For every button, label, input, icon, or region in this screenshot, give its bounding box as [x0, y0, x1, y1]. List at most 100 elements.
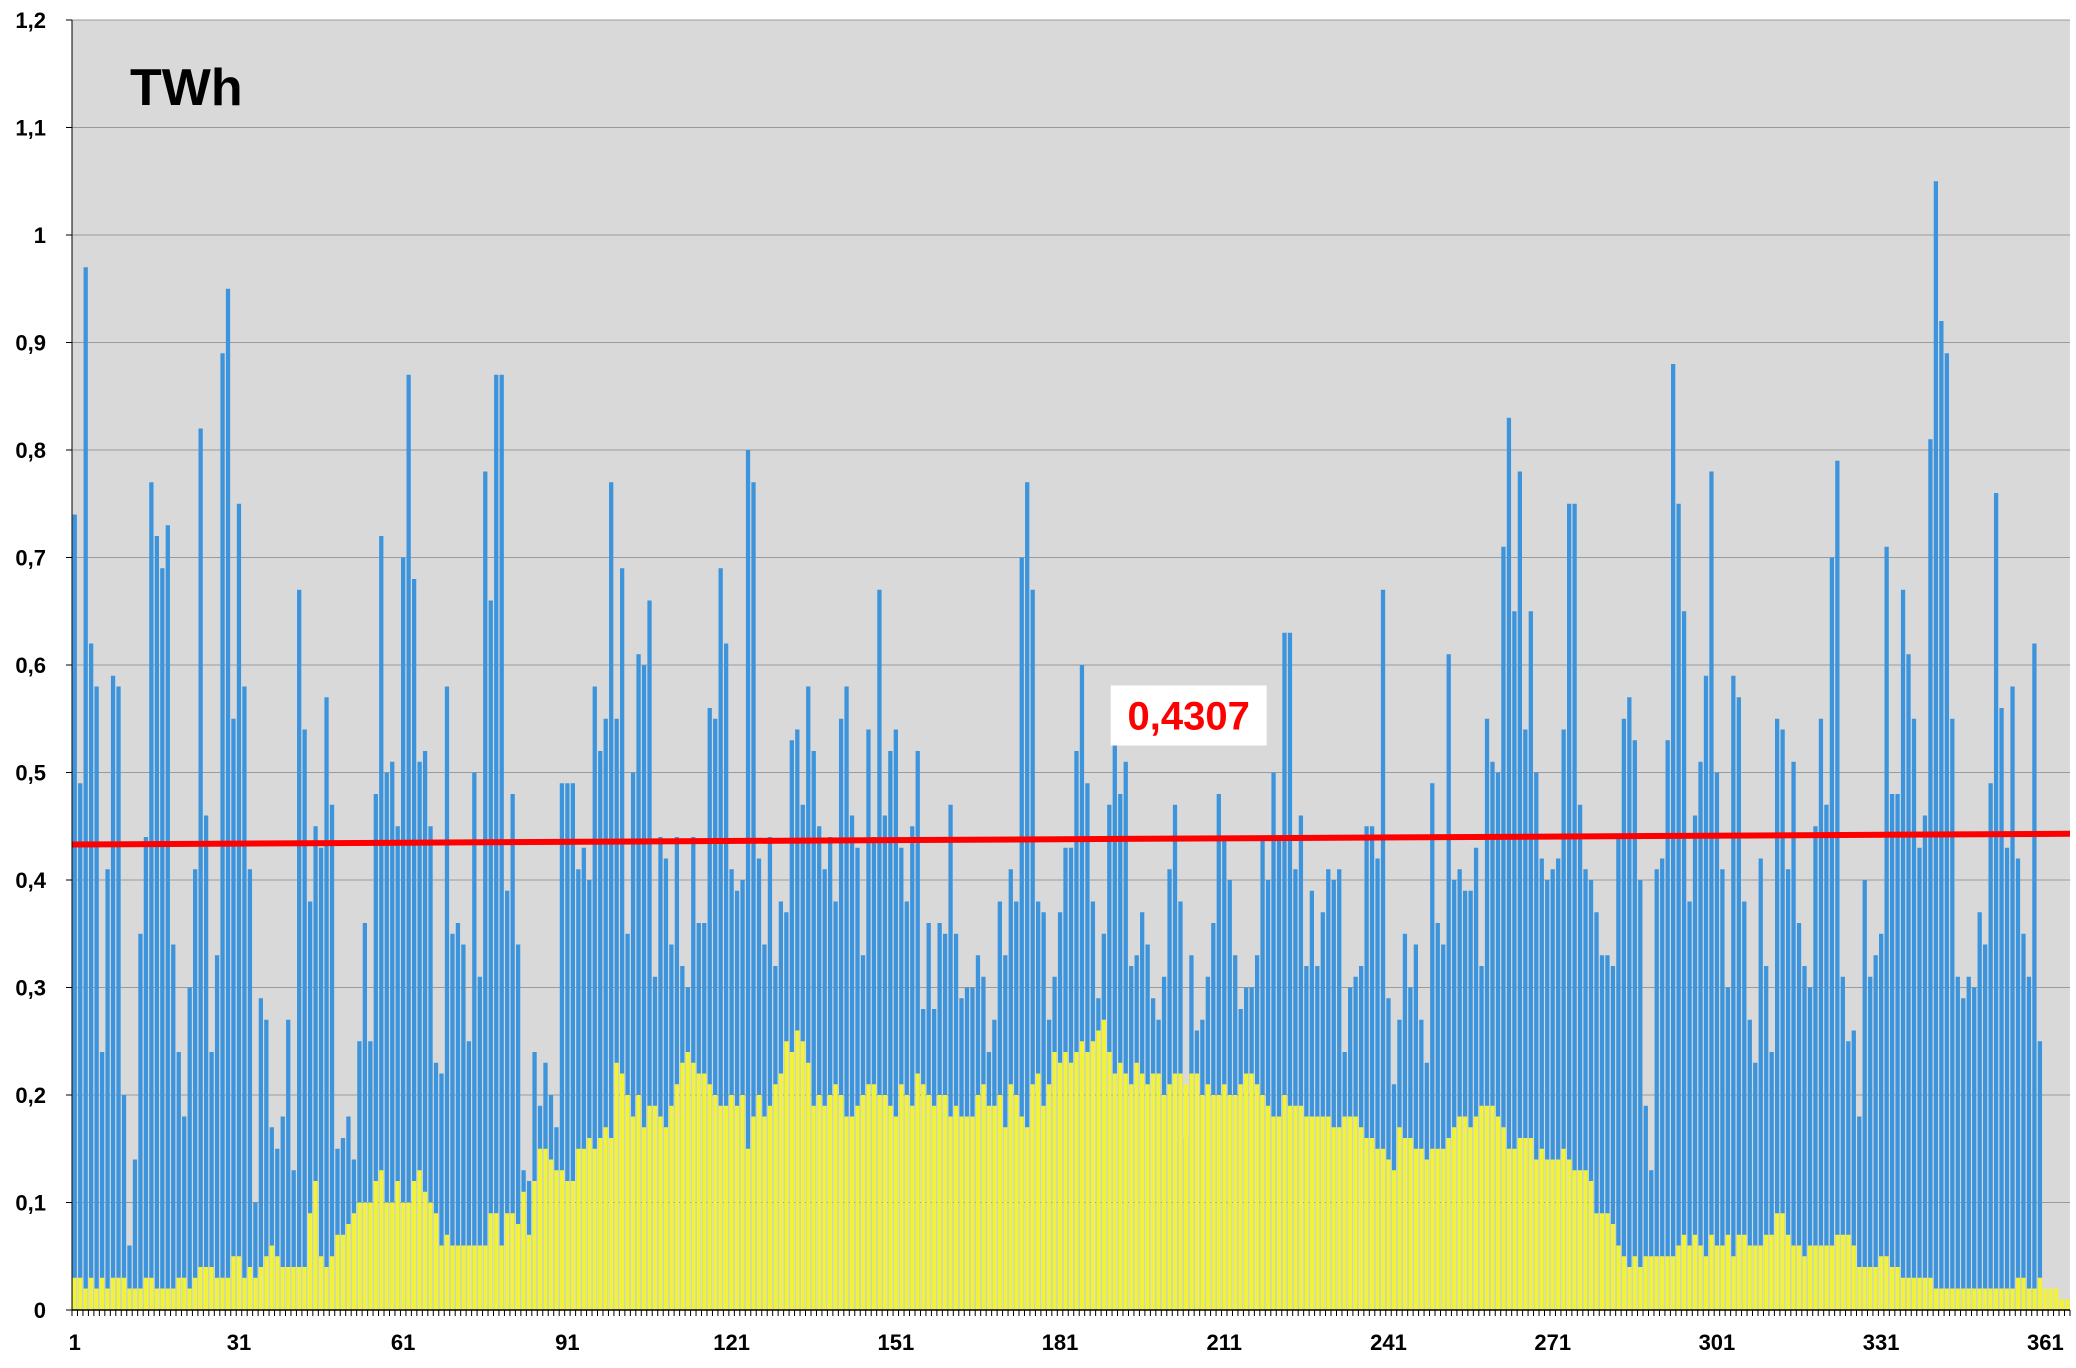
solar-bar — [1753, 1245, 1758, 1310]
solar-bar — [1599, 1213, 1605, 1310]
solar-bar — [1090, 1041, 1096, 1310]
total-bar — [302, 729, 307, 1310]
total-bar — [472, 772, 477, 1310]
total-bar — [1556, 858, 1561, 1310]
total-bar — [165, 525, 170, 1310]
solar-bar — [1922, 1277, 1928, 1310]
solar-bar — [510, 1213, 515, 1310]
solar-bar — [762, 1116, 767, 1310]
total-bar — [105, 869, 110, 1310]
solar-bar — [1046, 1084, 1052, 1310]
solar-bar — [795, 1030, 800, 1310]
solar-bar — [1036, 1073, 1041, 1310]
solar-bar — [1660, 1256, 1665, 1310]
total-bar — [855, 847, 860, 1310]
solar-bar — [707, 1084, 712, 1310]
total-bar — [1966, 976, 1971, 1310]
total-bar — [1780, 729, 1785, 1310]
solar-bar — [1687, 1245, 1692, 1310]
solar-bar — [99, 1277, 105, 1310]
total-bar — [1649, 1170, 1654, 1310]
solar-bar — [2048, 1288, 2053, 1310]
solar-bar — [1879, 1256, 1884, 1310]
total-bar — [1879, 933, 1884, 1310]
total-bar — [439, 1073, 444, 1310]
solar-bar — [625, 1095, 630, 1310]
solar-bar — [422, 1191, 428, 1310]
solar-bar — [2026, 1288, 2032, 1310]
solar-bar — [138, 1288, 143, 1310]
solar-bar — [1452, 1127, 1457, 1310]
solar-bar — [526, 1234, 532, 1310]
total-bar — [899, 847, 904, 1310]
total-bar — [817, 826, 822, 1310]
total-bar — [1906, 654, 1911, 1310]
solar-bar — [598, 1138, 603, 1310]
solar-bar — [882, 1095, 888, 1310]
solar-bar — [740, 1095, 745, 1310]
x-tick-label: 241 — [1370, 1330, 1407, 1355]
solar-bar — [203, 1267, 209, 1310]
solar-bar — [871, 1084, 877, 1310]
total-bar — [1567, 503, 1572, 1310]
total-bar — [1911, 718, 1917, 1310]
total-bar — [1501, 546, 1506, 1310]
total-bar — [149, 482, 154, 1310]
solar-bar — [1632, 1256, 1637, 1310]
total-bar — [734, 890, 740, 1310]
solar-bar — [1621, 1256, 1627, 1310]
total-bar — [1112, 697, 1117, 1310]
solar-bar — [368, 1202, 373, 1310]
solar-bar — [1895, 1267, 1900, 1310]
solar-bar — [1944, 1288, 1949, 1310]
total-bar — [559, 783, 565, 1310]
solar-bar — [466, 1245, 471, 1310]
total-bar — [340, 1138, 346, 1310]
solar-bar — [1183, 1084, 1189, 1310]
solar-bar — [981, 1084, 986, 1310]
total-bar — [1889, 794, 1895, 1310]
solar-bar — [209, 1267, 214, 1310]
solar-bar — [1775, 1213, 1780, 1310]
solar-bar — [603, 1127, 608, 1310]
solar-bar — [160, 1288, 165, 1310]
solar-bar — [105, 1288, 110, 1310]
solar-bar — [1692, 1234, 1698, 1310]
solar-bar — [1665, 1256, 1670, 1310]
solar-bar — [428, 1202, 433, 1310]
total-bar — [236, 503, 242, 1310]
total-bar — [1605, 955, 1610, 1310]
solar-bar — [1304, 1116, 1309, 1310]
solar-bar — [2010, 1288, 2015, 1310]
solar-bar — [165, 1288, 170, 1310]
total-bar — [1599, 955, 1605, 1310]
solar-bar — [488, 1213, 493, 1310]
solar-bar — [860, 1095, 866, 1310]
solar-bar — [537, 1148, 543, 1310]
solar-bar — [1057, 1062, 1063, 1310]
solar-bar — [669, 1105, 674, 1310]
solar-bar — [2037, 1277, 2043, 1310]
total-bar — [466, 1041, 471, 1310]
total-bar — [264, 1019, 269, 1310]
solar-bar — [866, 1084, 871, 1310]
total-bar — [1123, 761, 1128, 1310]
solar-bar — [1369, 1138, 1375, 1310]
total-bar — [1430, 783, 1435, 1310]
solar-bar — [828, 1095, 833, 1310]
solar-bar — [1556, 1159, 1561, 1310]
solar-bar — [1068, 1062, 1074, 1310]
solar-bar — [948, 1116, 953, 1310]
total-bar — [1490, 761, 1495, 1310]
solar-bar — [1725, 1234, 1731, 1310]
solar-bar — [691, 1062, 696, 1310]
total-bar — [1972, 987, 1977, 1310]
solar-bar — [1506, 1148, 1512, 1310]
total-bar — [346, 1116, 351, 1310]
total-bar — [1326, 869, 1331, 1310]
solar-bar — [767, 1105, 773, 1310]
y-tick-label: 1 — [34, 223, 46, 248]
y-tick-label: 0,1 — [15, 1191, 46, 1216]
total-bar — [231, 718, 236, 1310]
